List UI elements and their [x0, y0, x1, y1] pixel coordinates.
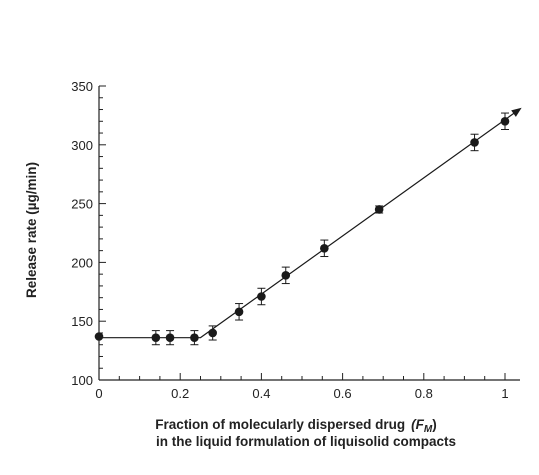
y-axis-label: Release rate (µg/min) [24, 162, 39, 298]
data-point [190, 333, 199, 342]
x-tick-label: 0.2 [171, 386, 189, 401]
x-axis-label-text: Fraction of molecularly dispersed drug [155, 417, 405, 432]
y-tick-label: 150 [71, 314, 93, 329]
x-tick-label: 1 [501, 386, 508, 401]
data-points [94, 112, 510, 346]
data-point [208, 328, 217, 338]
data-point [374, 205, 384, 214]
data-point [234, 307, 244, 317]
data-point [470, 138, 479, 147]
data-point [500, 116, 510, 126]
data-point [165, 333, 175, 342]
x-axis-label-symbol: (F [411, 417, 424, 432]
x-tick-label: 0.4 [252, 386, 270, 401]
data-point [281, 271, 291, 280]
y-tick-label: 100 [71, 373, 93, 388]
x-axis-label-close: ) [432, 417, 437, 432]
axes [98, 86, 520, 381]
y-tick-label: 250 [71, 197, 93, 212]
y-tick-label: 350 [71, 79, 93, 94]
data-point [94, 332, 104, 341]
fit-polyline [99, 109, 520, 339]
data-point [257, 292, 266, 301]
x-tick-label: 0 [95, 386, 102, 401]
x-axis-label-line1: Fraction of molecularly dispersed drug (F… [155, 417, 436, 435]
y-tick-label: 300 [71, 138, 93, 153]
x-axis-label-subscript: M [424, 424, 433, 435]
data-point [151, 333, 161, 342]
fit-line [99, 107, 522, 339]
x-axis-label-line2: in the liquid formulation of liquisolid … [156, 434, 456, 449]
x-tick-label: 0.6 [334, 386, 352, 401]
data-point [320, 243, 329, 253]
fit-arrowhead [511, 107, 522, 117]
x-tick-label: 0.8 [415, 386, 433, 401]
y-tick-label: 200 [71, 255, 93, 270]
ticks: 100 150 200 250 300 350 0 0.2 0.4 0.6 0.8 1 [71, 79, 508, 401]
